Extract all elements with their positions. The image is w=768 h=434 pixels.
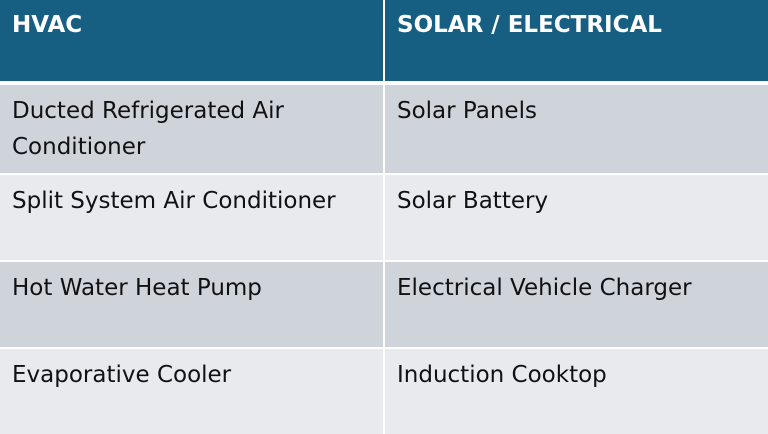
header-solar-electrical: SOLAR / ELECTRICAL [383,0,768,85]
table-row: Ducted Refrigerated Air Conditioner Sola… [0,82,768,174]
cell: Evaporative Cooler [0,347,384,434]
table-row: Hot Water Heat Pump Electrical Vehicle C… [0,260,768,348]
cell: Induction Cooktop [383,347,768,434]
table-row: Split System Air Conditioner Solar Batte… [0,173,768,261]
cell: Electrical Vehicle Charger [383,260,768,348]
cell: Hot Water Heat Pump [0,260,384,348]
cell: Split System Air Conditioner [0,173,384,261]
cell: Solar Battery [383,173,768,261]
header-hvac: HVAC [0,0,384,85]
cell: Solar Panels [383,82,768,174]
cell: Ducted Refrigerated Air Conditioner [0,82,384,174]
table-row: Evaporative Cooler Induction Cooktop [0,347,768,434]
header-row: HVAC SOLAR / ELECTRICAL [0,0,768,85]
